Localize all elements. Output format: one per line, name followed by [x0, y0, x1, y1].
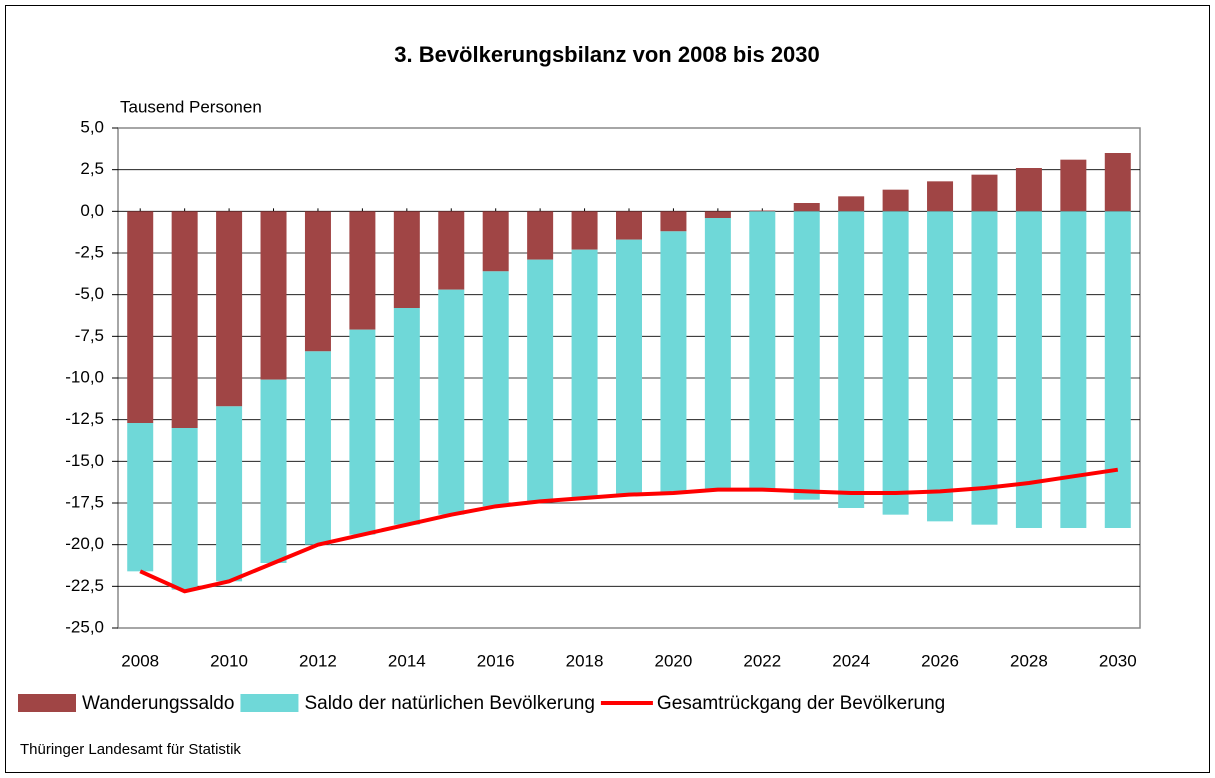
bar [349, 329, 376, 535]
bar [927, 211, 954, 522]
bar [971, 174, 998, 212]
y-tick-label: -2,5 [75, 242, 104, 261]
bar [616, 211, 642, 240]
y-tick-label: -7,5 [75, 326, 104, 345]
bar [393, 308, 420, 525]
x-tick-label: 2022 [743, 651, 781, 670]
bar [616, 239, 642, 495]
bar [1060, 159, 1087, 212]
bar [793, 203, 820, 212]
bar [304, 211, 331, 352]
bar [1104, 211, 1131, 529]
y-tick-label: 2,5 [80, 159, 104, 178]
bar [1015, 168, 1042, 212]
x-tick-label: 2014 [388, 651, 426, 670]
x-tick-label: 2024 [832, 651, 870, 670]
x-tick-label: 2030 [1099, 651, 1137, 670]
bar [1060, 211, 1087, 529]
bar [527, 211, 554, 260]
bar [482, 211, 509, 272]
bar [1104, 153, 1131, 212]
x-tick-label: 2028 [1010, 651, 1048, 670]
y-tick-label: 0,0 [80, 201, 104, 220]
bar [704, 211, 731, 218]
bar [127, 423, 154, 572]
bar [571, 249, 598, 498]
x-tick-label: 2020 [655, 651, 693, 670]
x-tick-label: 2026 [921, 651, 959, 670]
source: Thüringer Landesamt für Statistik [20, 741, 241, 758]
line [139, 467, 1119, 594]
bar [527, 259, 554, 502]
bar [749, 211, 776, 490]
y-axis-label: Tausend Personen [120, 97, 262, 116]
bar [660, 211, 687, 232]
bar [793, 211, 820, 500]
legend-label: Gesamtrückgang der Bevölkerung [657, 693, 945, 714]
bar [216, 211, 243, 407]
y-tick-label: 5,0 [80, 117, 104, 136]
bar [482, 271, 509, 507]
x-tick-label: 2018 [566, 651, 604, 670]
bar [882, 189, 909, 212]
bar [171, 211, 198, 428]
chart-title: 3. Bevölkerungsbilanz von 2008 bis 2030 [394, 42, 820, 67]
legend-swatch [18, 694, 76, 712]
x-tick-label: 2012 [299, 651, 337, 670]
x-tick-label: 2016 [477, 651, 515, 670]
y-tick-label: -5,0 [75, 284, 104, 303]
bar [749, 210, 776, 212]
x-tick-label: 2010 [210, 651, 248, 670]
bar [304, 351, 331, 545]
bar [438, 289, 465, 515]
bar [260, 379, 287, 563]
y-tick-label: -15,0 [65, 451, 104, 470]
bar [127, 211, 154, 423]
legend-label: Wanderungssaldo [82, 693, 234, 714]
bar [927, 181, 954, 212]
bar [838, 196, 865, 212]
bar [438, 211, 465, 290]
bar [971, 211, 998, 525]
bar [171, 428, 198, 590]
bar [349, 211, 376, 330]
bar [216, 406, 243, 582]
bar [704, 218, 731, 490]
bar [1015, 211, 1042, 529]
bar [260, 211, 287, 380]
y-tick-label: -20,0 [65, 534, 104, 553]
bar [393, 211, 420, 308]
y-tick-label: -25,0 [65, 617, 104, 636]
y-tick-label: -17,5 [65, 492, 104, 511]
y-tick-label: -22,5 [65, 576, 104, 595]
bar [882, 211, 909, 515]
bar [571, 211, 598, 250]
bar [838, 211, 865, 509]
y-tick-label: -10,0 [65, 367, 104, 386]
y-tick-label: -12,5 [65, 409, 104, 428]
bar [660, 231, 687, 494]
legend-swatch [240, 694, 299, 712]
legend-label: Saldo der natürlichen Bevölkerung [304, 693, 594, 714]
x-tick-label: 2008 [121, 651, 159, 670]
